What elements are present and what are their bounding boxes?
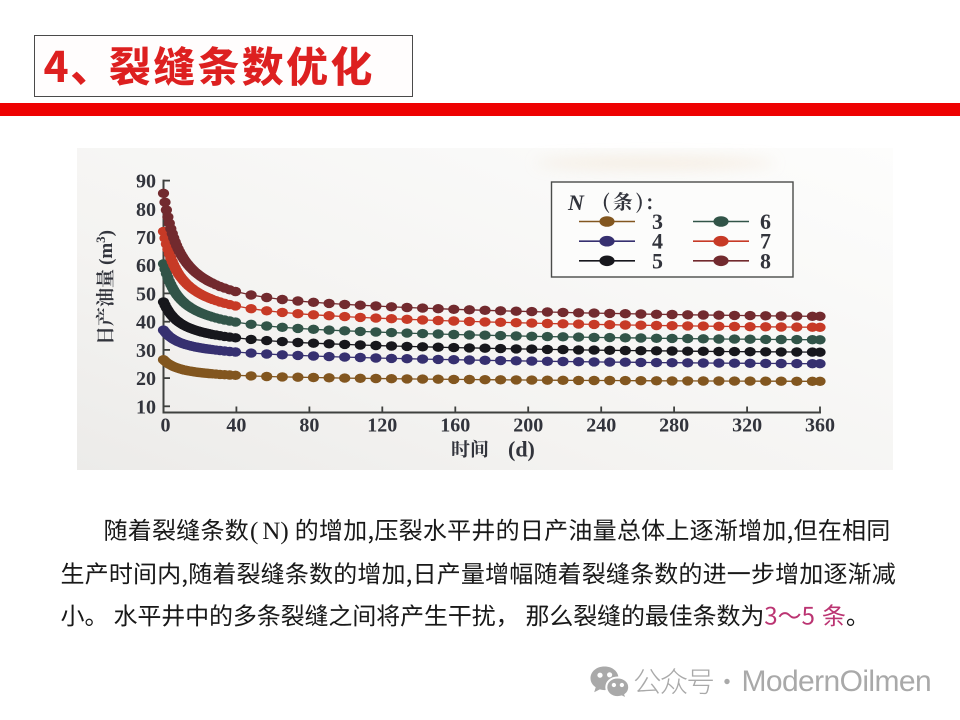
svg-text:3: 3 [652, 209, 663, 234]
svg-text:N: N [567, 190, 585, 215]
svg-text:20: 20 [136, 368, 156, 390]
svg-text:40: 40 [136, 312, 156, 334]
svg-text:120: 120 [367, 415, 397, 437]
svg-text:0: 0 [161, 415, 171, 437]
svg-text:6: 6 [760, 209, 771, 234]
svg-text:30: 30 [136, 340, 156, 362]
svg-text:160: 160 [440, 415, 470, 437]
svg-text:80: 80 [299, 415, 319, 437]
svg-text:60: 60 [136, 255, 156, 277]
svg-text:240: 240 [586, 415, 616, 437]
svg-text:10: 10 [136, 396, 156, 418]
svg-text:80: 80 [136, 199, 156, 221]
svg-text:ModernOilmen: ModernOilmen [742, 665, 932, 698]
svg-text:320: 320 [732, 415, 762, 437]
svg-text:360: 360 [805, 415, 835, 437]
svg-text:50: 50 [136, 283, 156, 305]
svg-text:7: 7 [760, 229, 771, 254]
svg-text:40: 40 [226, 415, 246, 437]
svg-text:280: 280 [659, 415, 689, 437]
svg-text:(m3): (m3) [93, 230, 117, 265]
svg-text:5: 5 [652, 248, 663, 273]
svg-text:200: 200 [513, 415, 543, 437]
svg-text:4: 4 [652, 229, 663, 254]
svg-text:(d): (d) [508, 437, 535, 462]
svg-text:90: 90 [136, 171, 156, 193]
svg-text:70: 70 [136, 227, 156, 249]
svg-text:8: 8 [760, 248, 771, 273]
